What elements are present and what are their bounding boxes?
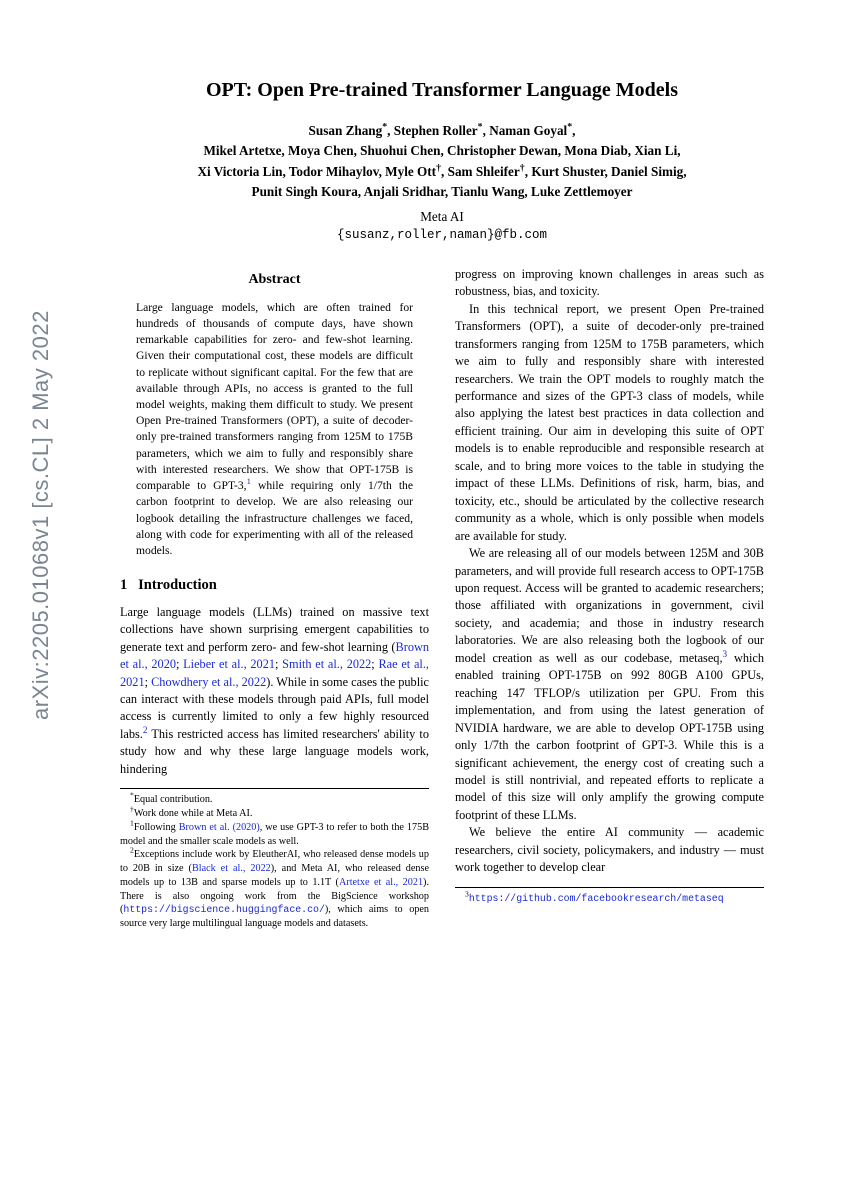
paper-title: OPT: Open Pre-trained Transformer Langua… [120,78,764,103]
intro-paragraph: Large language models (LLMs) trained on … [120,604,429,779]
abstract-body: Large language models, which are often t… [120,300,429,560]
left-column: Abstract Large language models, which ar… [120,266,429,931]
right-column: progress on improving known challenges i… [455,266,764,931]
paper-page: arXiv:2205.01068v1 [cs.CL] 2 May 2022 OP… [0,0,850,1202]
arxiv-stamp: arXiv:2205.01068v1 [cs.CL] 2 May 2022 [28,310,54,720]
right-body: progress on improving known challenges i… [455,266,764,877]
contact-email: {susanz,roller,naman}@fb.com [120,228,764,242]
two-column-body: Abstract Large language models, which ar… [120,266,764,931]
right-footnotes: 3https://github.com/facebookresearch/met… [455,887,764,906]
abstract-heading: Abstract [120,270,429,290]
affiliation: Meta AI [120,209,764,225]
authors-block: Susan Zhang*, Stephen Roller*, Naman Goy… [122,121,762,203]
left-footnotes: *Equal contribution.†Work done while at … [120,788,429,931]
section-1-heading: 1 Introduction [120,575,429,596]
